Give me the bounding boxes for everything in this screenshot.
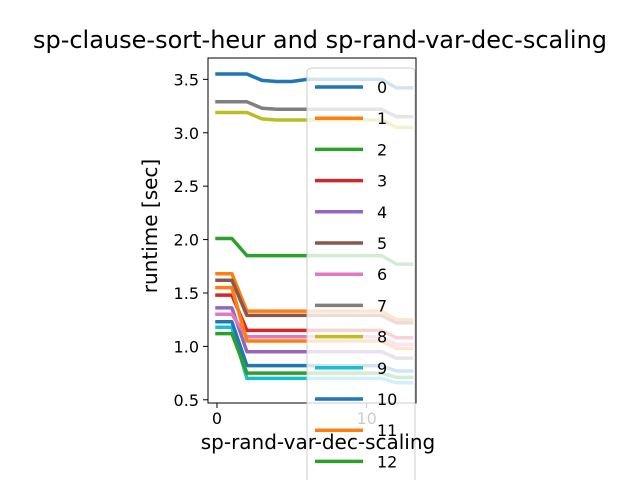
legend-label-6: 6 <box>377 265 387 284</box>
chart-title: sp-clause-sort-heur and sp-rand-var-dec-… <box>33 26 607 54</box>
x-tick-label: 0 <box>212 409 222 428</box>
y-tick-label: 2.5 <box>174 177 199 196</box>
y-tick-label: 3.5 <box>174 70 199 89</box>
y-axis-label: runtime [sec] <box>138 159 162 293</box>
legend-label-9: 9 <box>377 359 387 378</box>
legend-label-2: 2 <box>377 140 387 159</box>
legend-label-1: 1 <box>377 109 387 128</box>
legend-label-5: 5 <box>377 234 387 253</box>
y-tick-label: 2.0 <box>174 231 199 250</box>
legend-label-4: 4 <box>377 203 387 222</box>
y-tick-label: 1.0 <box>174 337 199 356</box>
x-axis-label: sp-rand-var-dec-scaling <box>201 430 435 454</box>
y-tick-label: 3.0 <box>174 124 199 143</box>
legend-label-10: 10 <box>377 390 397 409</box>
legend-label-7: 7 <box>377 296 387 315</box>
legend-label-3: 3 <box>377 172 387 191</box>
legend-label-12: 12 <box>377 452 397 471</box>
legend-label-0: 0 <box>377 78 387 97</box>
y-tick-label: 0.5 <box>174 391 199 410</box>
legend-label-11: 11 <box>377 421 397 440</box>
y-tick-label: 1.5 <box>174 284 199 303</box>
axes: 0100.51.01.52.02.53.03.5 <box>174 57 417 428</box>
legend-label-8: 8 <box>377 328 387 347</box>
